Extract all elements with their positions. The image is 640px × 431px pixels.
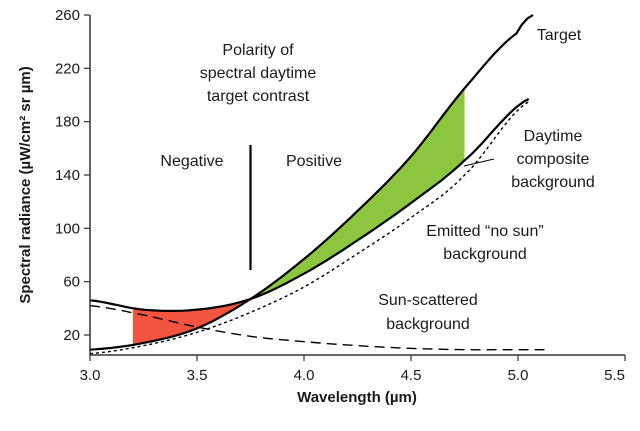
daytime-composite-label: Daytime composite background <box>511 128 595 191</box>
sun-scattered-label-line-2: background <box>386 316 470 333</box>
y-axis-ticks: 20 60 100 140 180 220 260 <box>55 7 90 344</box>
axes: 3.0 3.5 4.0 4.5 5.0 5.5 20 60 100 140 180 220 260 <box>55 7 626 384</box>
y-tick-label: 220 <box>55 60 80 77</box>
positive-contrast-region <box>250 88 465 299</box>
y-tick-label: 20 <box>63 327 80 344</box>
daytime-leader-line <box>463 158 495 167</box>
daytime-label-line-3: background <box>511 174 595 191</box>
x-tick-label: 4.5 <box>401 367 422 384</box>
x-tick-label: 5.5 <box>604 367 625 384</box>
x-tick-label: 4.0 <box>294 367 315 384</box>
y-tick-label: 60 <box>63 274 80 291</box>
polarity-title-line-3: target contrast <box>207 88 310 105</box>
sun-scattered-background-curve <box>89 305 551 351</box>
y-tick-label: 180 <box>55 114 80 131</box>
x-axis-ticks: 3.0 3.5 4.0 4.5 5.0 5.5 <box>80 355 626 384</box>
polarity-title-line-1: Polarity of <box>222 42 294 59</box>
daytime-composite-background-curve <box>89 98 530 312</box>
positive-label: Positive <box>286 153 342 170</box>
plot-area <box>89 14 551 355</box>
x-tick-label: 5.0 <box>508 367 529 384</box>
target-curve <box>89 14 534 351</box>
negative-contrast-region <box>132 299 251 345</box>
sun-scattered-label: Sun-scattered background <box>378 292 478 333</box>
sun-scattered-label-line-1: Sun-scattered <box>378 292 478 309</box>
y-tick-label: 100 <box>55 220 80 237</box>
emitted-label-line-1: Emitted “no sun” <box>426 223 543 240</box>
emitted-no-sun-label: Emitted “no sun” background <box>426 223 543 263</box>
daytime-label-line-1: Daytime <box>524 128 583 145</box>
y-tick-label: 260 <box>55 7 80 24</box>
polarity-title-line-2: spectral daytime <box>200 65 317 82</box>
x-tick-label: 3.5 <box>187 367 208 384</box>
negative-label: Negative <box>160 153 223 170</box>
y-tick-label: 140 <box>55 167 80 184</box>
emitted-no-sun-background-curve <box>89 101 530 355</box>
polarity-title: Polarity of spectral daytime target cont… <box>200 42 317 105</box>
target-label: Target <box>537 27 582 44</box>
x-tick-label: 3.0 <box>80 367 101 384</box>
daytime-label-line-2: composite <box>517 151 590 168</box>
x-axis-title: Wavelength (µm) <box>297 389 417 406</box>
y-axis-title: Spectral radiance (µW/cm² sr µm) <box>17 66 34 303</box>
emitted-label-line-2: background <box>443 246 527 263</box>
